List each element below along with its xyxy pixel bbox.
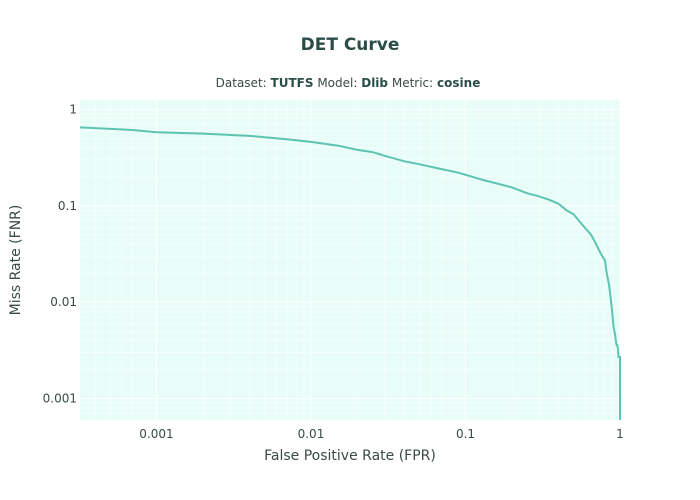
subtitle-dataset: TUTFS [271,76,314,90]
grid [80,100,621,421]
subtitle-model-label: Model: [317,76,357,90]
y-tick-label: 0.001 [43,392,77,406]
y-axis-ticks: 0.001 0.01 0.1 1 [43,102,77,405]
x-axis-ticks: 0.001 0.01 0.1 1 [139,427,624,441]
y-tick-label: 1 [69,102,77,116]
y-tick-label: 0.01 [50,295,77,309]
y-tick-label: 0.1 [58,199,77,213]
subtitle-metric: cosine [437,76,480,90]
subtitle-metric-label: Metric: [392,76,433,90]
subtitle-model: Dlib [361,76,388,90]
y-axis-label: Miss Rate (FNR) [8,205,24,316]
x-tick-label: 1 [616,427,624,441]
chart-subtitle: Dataset: TUTFS Model: Dlib Metric: cosin… [216,76,481,90]
chart-title: DET Curve [301,35,400,55]
x-axis-label: False Positive Rate (FPR) [264,448,436,464]
det-series-line [79,126,621,420]
x-tick-label: 0.1 [456,427,475,441]
x-tick-label: 0.001 [139,427,173,441]
x-tick-label: 0.01 [298,427,325,441]
subtitle-dataset-label: Dataset: [216,76,267,90]
plot-area [80,100,620,420]
